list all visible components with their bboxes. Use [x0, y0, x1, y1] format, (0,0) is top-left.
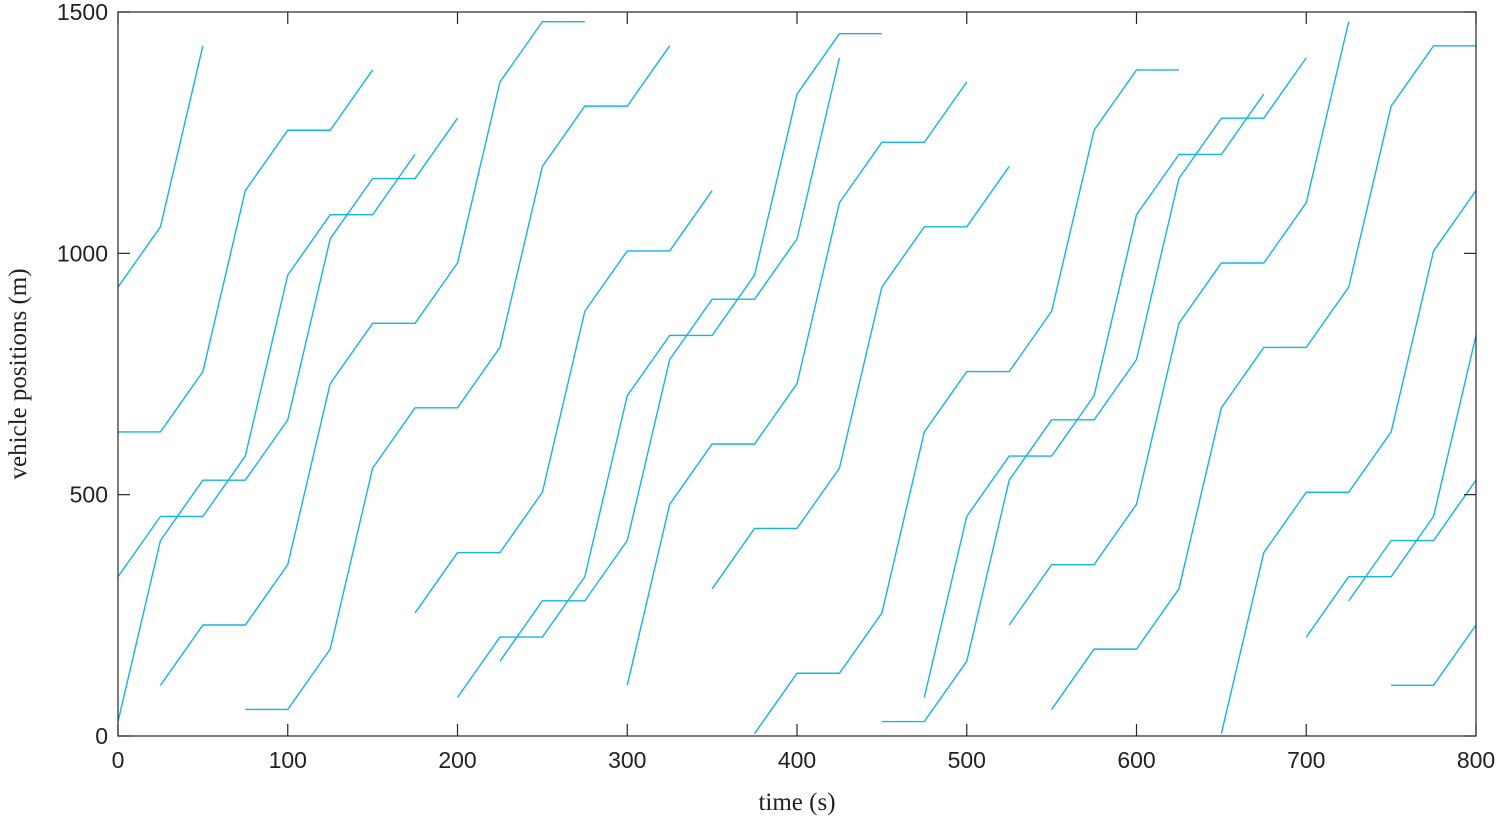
- trajectory: [159, 20, 585, 686]
- trajectory: [881, 57, 1307, 723]
- trajectory: [626, 81, 968, 686]
- trajectory: [1220, 190, 1476, 734]
- y-tick-label: 1500: [57, 0, 108, 25]
- axes: 0 100 200 300 400 500 600 700 800 0 500 1000 1500: [57, 0, 1495, 773]
- y-axis-label: vehicle positions (m): [5, 268, 32, 479]
- x-tick-label: 800: [1457, 747, 1495, 773]
- plot-frame: [117, 11, 1477, 737]
- trajectory: [923, 93, 1265, 698]
- x-tick-label: 500: [948, 747, 986, 773]
- trajectory: [118, 45, 204, 288]
- trajectory: [414, 190, 713, 614]
- trajectory: [1305, 335, 1476, 638]
- trajectory: [1051, 45, 1476, 710]
- x-tick-label: 600: [1117, 747, 1155, 773]
- trajectories: [118, 20, 1476, 734]
- x-tick-label: 400: [778, 747, 816, 773]
- trajectory: [499, 57, 841, 662]
- y-tick-label: 0: [95, 723, 108, 749]
- x-tick-label: 700: [1287, 747, 1325, 773]
- trajectory: [118, 69, 374, 433]
- trajectory: [118, 153, 416, 578]
- trajectory: [753, 69, 1179, 734]
- trajectory: [1008, 21, 1350, 626]
- x-tick-label: 0: [112, 747, 125, 773]
- plot-area: [118, 12, 1476, 736]
- x-tick-label: 300: [608, 747, 646, 773]
- trajectory: [1391, 624, 1476, 687]
- x-axis-label: time (s): [758, 789, 835, 816]
- trajectory: [711, 166, 1010, 590]
- y-tick-label: 500: [70, 482, 108, 508]
- x-tick-label: 100: [269, 747, 307, 773]
- x-tick-label: 200: [438, 747, 476, 773]
- trajectory: [118, 117, 459, 722]
- y-tick-label: 1000: [57, 240, 108, 266]
- trajectory: [245, 45, 671, 711]
- trajectory: [456, 33, 882, 698]
- trajectory: [1348, 479, 1476, 602]
